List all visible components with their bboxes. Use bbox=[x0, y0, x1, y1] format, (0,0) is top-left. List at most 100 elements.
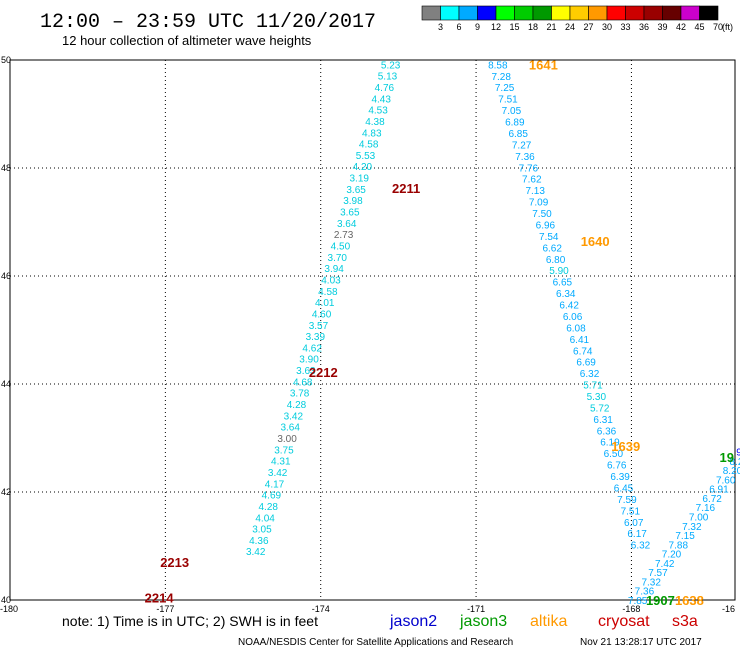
wave-height-value: 3.05 bbox=[252, 525, 272, 536]
wave-height-value: 3.98 bbox=[343, 196, 363, 207]
wave-height-value: 7.25 bbox=[495, 83, 515, 94]
lat-tick-label: 42 bbox=[1, 487, 11, 497]
legend-bin-label: 18 bbox=[528, 22, 538, 32]
wave-height-value: 7.00 bbox=[689, 513, 709, 524]
wave-height-value: 7.16 bbox=[696, 503, 716, 514]
wave-height-value: 4.20 bbox=[353, 162, 373, 173]
wave-height-value: 3.78 bbox=[290, 389, 310, 400]
wave-height-value: 7.60 bbox=[716, 475, 736, 486]
wave-height-value: 4.01 bbox=[315, 298, 335, 309]
wave-height-value: 4.83 bbox=[362, 128, 382, 139]
wave-height-value: 6.34 bbox=[556, 289, 576, 300]
wave-height-value: 4.58 bbox=[318, 287, 338, 298]
wave-height-value: 6.91 bbox=[709, 485, 729, 496]
wave-height-value: 5.71 bbox=[583, 381, 603, 392]
map-frame bbox=[9, 59, 736, 601]
wave-height-value: 6.50 bbox=[604, 449, 624, 460]
lon-tick-label: -16 bbox=[722, 604, 735, 614]
legend-bin-label: 30 bbox=[602, 22, 612, 32]
legend-swatch bbox=[625, 5, 645, 21]
wave-height-value: 3.64 bbox=[280, 423, 300, 434]
wave-height-value: 6.65 bbox=[553, 278, 573, 289]
wave-height-value: 7.27 bbox=[512, 140, 532, 151]
legend-bin-label: 33 bbox=[620, 22, 630, 32]
wave-height-value: 3.75 bbox=[274, 445, 294, 456]
wave-height-value: 6.32 bbox=[580, 369, 600, 380]
legend-bin-label: 15 bbox=[509, 22, 519, 32]
wave-height-value: 3.64 bbox=[337, 219, 357, 230]
wave-height-value: 6.76 bbox=[607, 461, 627, 472]
wave-height-value: 8.58 bbox=[488, 60, 508, 71]
lat-lon-grid bbox=[10, 60, 735, 600]
wave-height-value: 6.89 bbox=[505, 118, 525, 129]
pass-number-label: 2211 bbox=[392, 181, 420, 196]
wave-height-value: 6.80 bbox=[546, 255, 566, 266]
wave-height-value: 7.50 bbox=[532, 209, 552, 220]
wave-height-value: 7.09 bbox=[529, 198, 549, 209]
legend-swatch bbox=[551, 5, 571, 21]
lon-tick-label: -171 bbox=[467, 604, 485, 614]
wave-height-value: 4.76 bbox=[375, 83, 395, 94]
altimeter-track: 7.857.367.327.577.427.207.887.157.327.00… bbox=[628, 448, 740, 607]
wave-height-value: 4.36 bbox=[249, 536, 269, 547]
lon-tick-label: -180 bbox=[0, 604, 18, 614]
wave-height-value: 7.32 bbox=[682, 522, 702, 533]
pass-number-label: 2212 bbox=[309, 365, 338, 380]
units-note: note: 1) Time is in UTC; 2) SWH is in fe… bbox=[62, 613, 318, 629]
wave-height-value: 3.65 bbox=[340, 208, 360, 219]
timestamp: Nov 21 13:28:17 UTC 2017 bbox=[580, 637, 702, 648]
wave-height-value: 8.20 bbox=[723, 466, 740, 477]
wave-height-value: 6.39 bbox=[610, 472, 630, 483]
map-title: 12:00 – 23:59 UTC 11/20/2017 bbox=[40, 11, 376, 34]
lon-tick-label: -174 bbox=[312, 604, 330, 614]
wave-height-value: 3.39 bbox=[306, 332, 326, 343]
wave-height-value: 3.65 bbox=[346, 185, 366, 196]
wave-height-value: 4.60 bbox=[312, 309, 332, 320]
satellite-name: jason3 bbox=[459, 613, 507, 630]
lat-tick-label: 40 bbox=[1, 595, 11, 605]
satellite-name: cryosat bbox=[598, 613, 650, 630]
wave-height-value: 7.05 bbox=[502, 106, 522, 117]
legend-bin-label: 12 bbox=[491, 22, 501, 32]
wave-height-value: 6.31 bbox=[593, 415, 613, 426]
wave-height-value: 7.54 bbox=[539, 232, 559, 243]
wave-height-value: 4.50 bbox=[331, 242, 351, 253]
legend-bin-label: 24 bbox=[565, 22, 575, 32]
wave-height-value: 3.42 bbox=[246, 547, 266, 558]
color-scale-legend: 3 6 9 12 15 18 21 24 27 30 33 36 39 42 45 70(ft) bbox=[421, 5, 733, 32]
wave-height-value: 7.57 bbox=[648, 568, 668, 579]
wave-height-value: 6.69 bbox=[576, 358, 596, 369]
wave-height-value: 6.36 bbox=[597, 426, 617, 437]
lon-tick-label: -168 bbox=[622, 604, 640, 614]
lon-tick-label: -177 bbox=[156, 604, 174, 614]
wave-height-value: 4.04 bbox=[255, 513, 275, 524]
wave-height-value: 5.90 bbox=[549, 266, 569, 277]
wave-height-value: 6.85 bbox=[508, 129, 528, 140]
wave-height-value: 7.32 bbox=[641, 577, 661, 588]
legend-swatch bbox=[458, 5, 478, 21]
legend-bin-label: 3 bbox=[438, 22, 443, 32]
legend-swatch bbox=[495, 5, 515, 21]
wave-height-value: 6.32 bbox=[631, 541, 651, 552]
legend-swatch bbox=[643, 5, 663, 21]
wave-height-value: 7.88 bbox=[669, 540, 689, 551]
legend-bin-label: 36 bbox=[639, 22, 649, 32]
axis-tick-labels: -180 -177 -174 -171 -168 -16 50 48 46 44 42 40 bbox=[0, 55, 735, 614]
wave-height-value: 7.85 bbox=[628, 596, 648, 607]
wave-height-value: 7.15 bbox=[675, 531, 695, 542]
pass-number-label: 1907 bbox=[646, 593, 675, 608]
wave-height-value: 7.20 bbox=[662, 550, 682, 561]
lat-tick-label: 44 bbox=[1, 379, 11, 389]
wave-height-value: 5.72 bbox=[590, 403, 610, 414]
legend-swatch bbox=[588, 5, 608, 21]
wave-height-value: 5.30 bbox=[587, 392, 607, 403]
legend-swatch bbox=[514, 5, 534, 21]
legend-swatch bbox=[699, 5, 719, 21]
legend-bin-label: 70 bbox=[713, 22, 723, 32]
wave-height-value: 8.20 bbox=[730, 457, 740, 468]
wave-height-value: 4.28 bbox=[287, 400, 307, 411]
satellite-name: altika bbox=[530, 613, 567, 630]
wave-height-value: 3.63 bbox=[296, 366, 316, 377]
legend-bin-label: 9 bbox=[475, 22, 480, 32]
